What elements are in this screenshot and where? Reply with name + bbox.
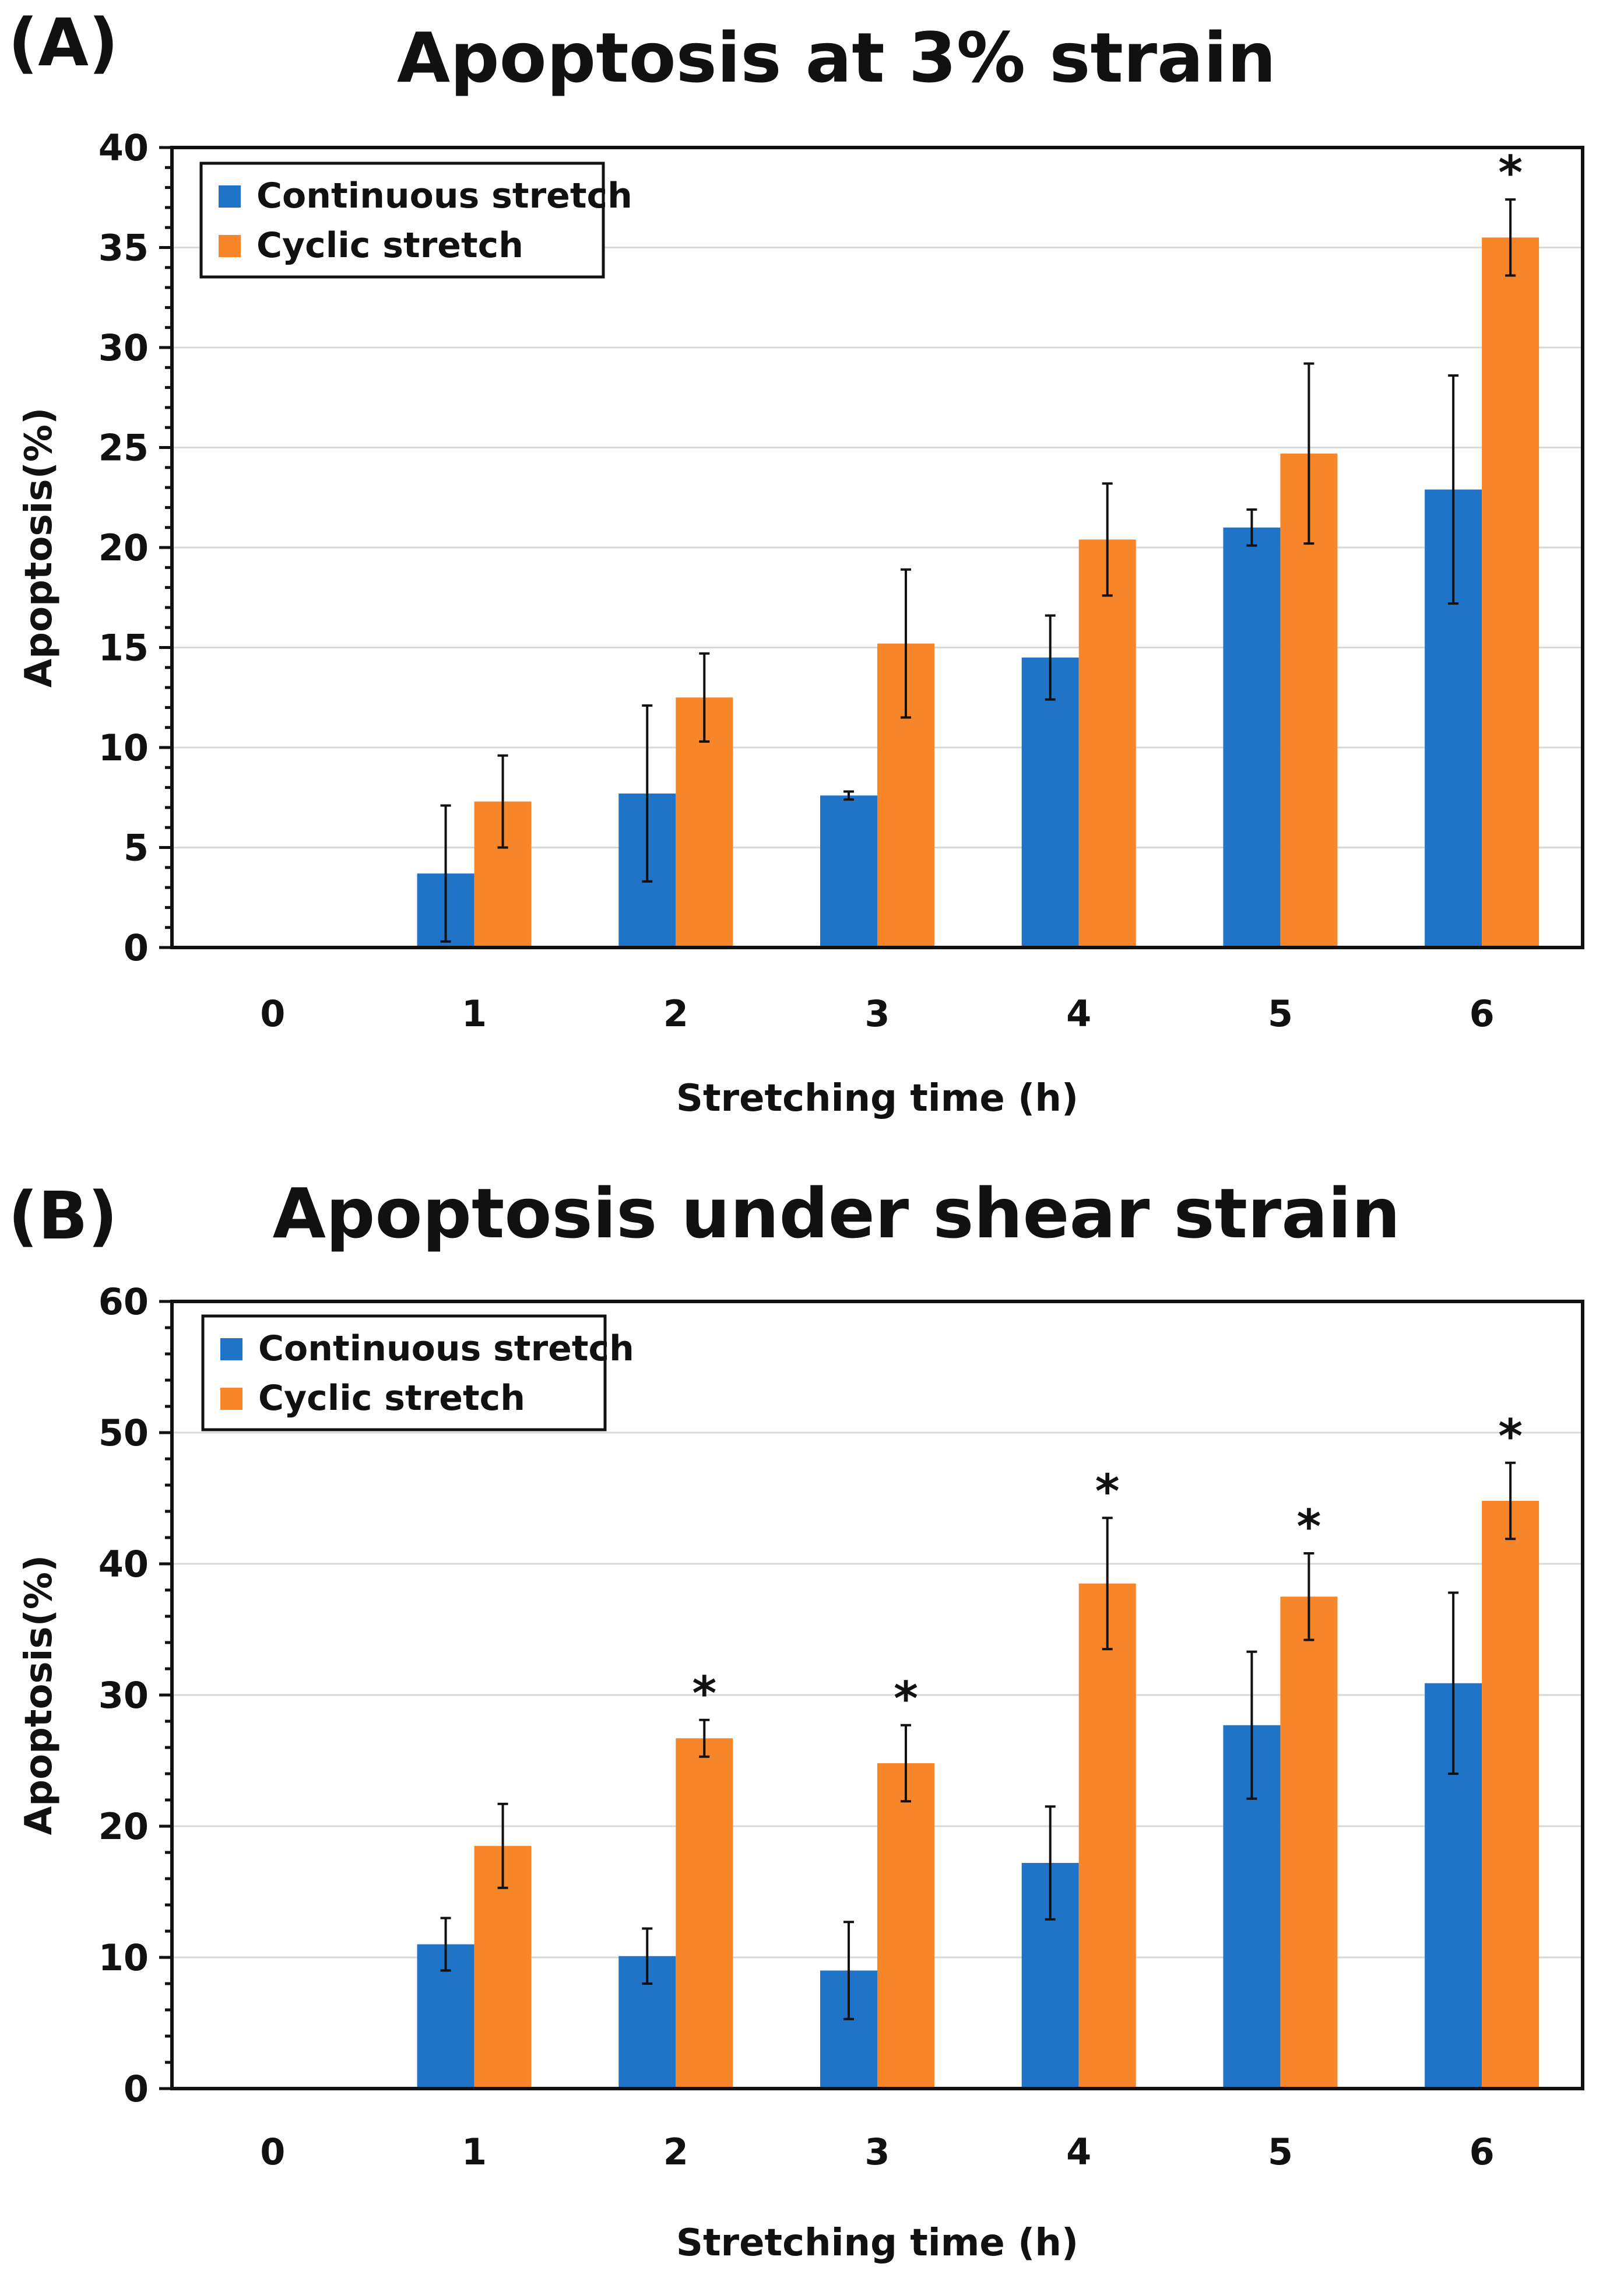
bar-continuous (1223, 527, 1281, 948)
y-tick-label: 60 (99, 1280, 149, 1323)
x-tick-label: 4 (1066, 992, 1091, 1035)
x-tick-label: 0 (260, 992, 285, 1035)
x-tick-label: 5 (1268, 2131, 1293, 2173)
x-tick-label: 2 (663, 2131, 688, 2173)
bar-cyclic (676, 1738, 733, 2089)
y-tick-label: 10 (99, 1936, 149, 1979)
legend-label: Cyclic stretch (258, 1378, 525, 1419)
y-tick-label: 20 (99, 527, 149, 569)
chart-title: Apoptosis at 3% strain (397, 17, 1276, 98)
x-tick-label: 2 (663, 992, 688, 1035)
y-tick-label: 15 (99, 627, 149, 669)
bar-continuous (1021, 657, 1079, 948)
panel-a: (A) Apoptosis at 3% strain 0 5 10 15 20 25 30 35… (0, 0, 1624, 1131)
legend-box (199, 162, 605, 279)
bar-cyclic (1078, 539, 1136, 948)
y-tick-label: 20 (99, 1805, 149, 1848)
y-tick-label: 50 (99, 1412, 149, 1454)
bar-cyclic (877, 1763, 934, 2089)
significance-marker: * (1095, 1464, 1120, 1518)
x-tick-label: 3 (864, 2131, 890, 2173)
significance-marker: * (1498, 1409, 1523, 1464)
legend-swatch (220, 1338, 242, 1360)
bar-continuous (820, 795, 877, 948)
bar-cyclic (1482, 1501, 1539, 2089)
legend-label: Cyclic stretch (256, 225, 523, 266)
x-tick-label: 6 (1470, 992, 1495, 1035)
legend-swatch (219, 235, 241, 257)
plot-frame (170, 1300, 1584, 2090)
y-tick-label: 35 (99, 227, 149, 269)
significance-marker: * (1498, 146, 1523, 200)
y-tick-label: 40 (99, 1543, 149, 1585)
plot-frame (170, 146, 1584, 949)
y-tick-label: 40 (99, 127, 149, 169)
legend: Continuous stretch Cyclic stretch (201, 1314, 634, 1431)
x-tick-label: 6 (1470, 2131, 1495, 2173)
significance-marker: * (1297, 1500, 1321, 1554)
x-tick-label: 1 (462, 992, 487, 1035)
significance-marker: * (894, 1672, 918, 1726)
x-tick-label: 0 (260, 2131, 285, 2173)
y-axis-label: Apoptosis(%) (17, 1555, 61, 1835)
bar-cyclic (1280, 1596, 1338, 2089)
legend: Continuous stretch Cyclic stretch (199, 162, 632, 279)
panel-label: (B) (8, 1178, 118, 1254)
x-axis-label: Stretching time (h) (676, 2222, 1078, 2265)
y-tick-label: 0 (124, 927, 149, 969)
y-tick-label: 30 (99, 1674, 149, 1717)
legend-box (201, 1314, 607, 1431)
legend-label: Continuous stretch (256, 176, 632, 216)
x-tick-label: 5 (1268, 992, 1293, 1035)
chart-title: Apoptosis under shear strain (273, 1173, 1401, 1254)
x-tick-label: 3 (864, 992, 890, 1035)
legend-label: Continuous stretch (258, 1328, 634, 1369)
significance-marker: * (692, 1666, 716, 1721)
x-axis-label: Stretching time (h) (676, 1077, 1078, 1120)
y-tick-label: 0 (124, 2068, 149, 2110)
legend-swatch (219, 185, 241, 208)
y-tick-label: 5 (124, 827, 149, 869)
legend-swatch (220, 1388, 242, 1410)
y-axis-label: Apoptosis(%) (17, 408, 61, 687)
y-tick-label: 25 (99, 427, 149, 469)
y-tick-label: 10 (99, 727, 149, 769)
x-tick-label: 4 (1066, 2131, 1091, 2173)
panel-label: (A) (8, 5, 119, 81)
panel-b: (B) Apoptosis under shear strain 0 10 20 30 4… (0, 1166, 1624, 2295)
x-tick-label: 1 (462, 2131, 487, 2173)
chart-b: Apoptosis under shear strain010203040506… (17, 1173, 1584, 2265)
bar-cyclic (1078, 1583, 1136, 2089)
bar-cyclic (1482, 237, 1539, 948)
y-tick-label: 30 (99, 327, 149, 369)
